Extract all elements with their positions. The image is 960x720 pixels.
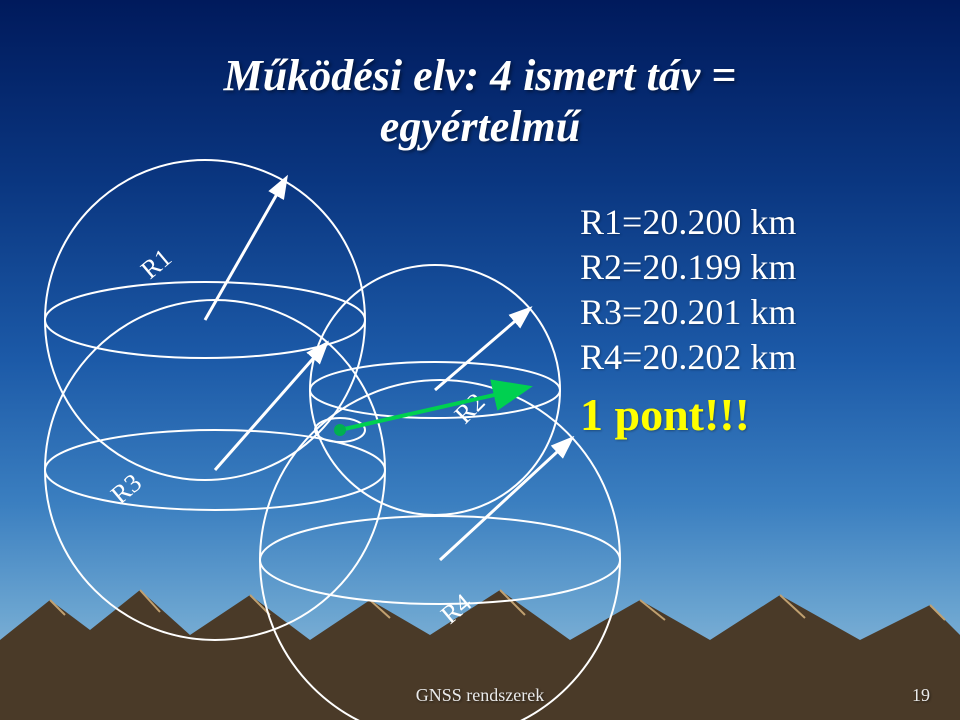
sphere-equator-r4 — [260, 516, 620, 604]
distance-r3: R3=20.201 km — [580, 290, 796, 335]
sphere-equator-r3 — [45, 430, 385, 510]
radius-label-r4: R4 — [435, 588, 477, 630]
distance-r1: R1=20.200 km — [580, 200, 796, 245]
radius-label-r2: R2 — [449, 387, 491, 429]
sphere-r4 — [260, 380, 620, 720]
radius-line-r3 — [215, 345, 325, 470]
footer-text: GNSS rendszerek — [0, 685, 960, 706]
sphere-equator-r1 — [45, 282, 365, 358]
radius-label-r1: R1 — [135, 243, 177, 285]
radius-line-r2 — [435, 310, 528, 390]
sphere-r2 — [310, 265, 560, 515]
slide-title: Működési elv: 4 ismert táv = egyértelmű — [0, 50, 960, 152]
sphere-equator-r2 — [310, 362, 560, 418]
distances-block: R1=20.200 km R2=20.199 km R3=20.201 km R… — [580, 200, 796, 444]
page-number: 19 — [912, 685, 930, 706]
distance-r4: R4=20.202 km — [580, 335, 796, 380]
title-line-2: egyértelmű — [0, 101, 960, 152]
title-line-1: Működési elv: 4 ismert táv = — [224, 51, 737, 100]
intersection-point — [334, 424, 346, 436]
slide: Működési elv: 4 ismert táv = egyértelmű … — [0, 0, 960, 720]
spheres-group: R1 R2 R3 R4 — [45, 160, 620, 720]
radius-line-r4 — [440, 440, 570, 560]
radius-label-r3: R3 — [105, 468, 147, 510]
sphere-r1 — [45, 160, 365, 480]
mountain-ridges — [50, 590, 945, 620]
intersection-ring — [315, 418, 365, 442]
sphere-r3 — [45, 300, 385, 640]
distance-r2: R2=20.199 km — [580, 245, 796, 290]
intersection-arrow — [340, 388, 525, 430]
highlight-text: 1 pont!!! — [580, 386, 796, 444]
radius-line-r1 — [205, 180, 285, 320]
